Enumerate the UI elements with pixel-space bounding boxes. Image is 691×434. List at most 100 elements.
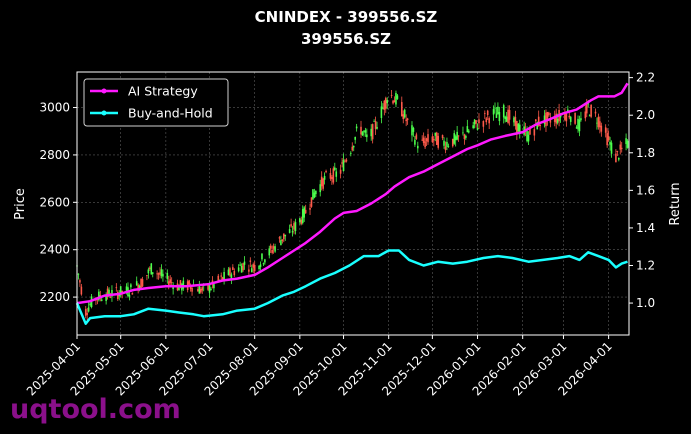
candle [329, 168, 332, 181]
candle [411, 121, 413, 142]
candle-body [269, 245, 272, 249]
candle-body [355, 126, 358, 129]
candle [332, 166, 335, 185]
candle [597, 113, 600, 130]
legend-marker-buy-and-hold [101, 110, 107, 116]
candle-body [319, 184, 322, 193]
candle-body [89, 303, 91, 306]
candle-body [232, 267, 234, 270]
candle-body [485, 118, 488, 123]
y-left-tick-label: 2200 [39, 290, 70, 304]
candle-body [345, 159, 348, 162]
candle-body [288, 229, 291, 233]
candle-body [315, 190, 317, 195]
candle [188, 279, 190, 286]
candle [210, 287, 212, 291]
candle [342, 153, 345, 172]
candle-body [201, 287, 204, 291]
candle [584, 104, 587, 122]
candle [86, 308, 88, 321]
candle [467, 128, 470, 134]
candle-body [156, 273, 158, 275]
candle [395, 90, 397, 108]
candle-body [366, 134, 368, 138]
candle-body [262, 263, 265, 265]
candle [157, 272, 160, 280]
candle [259, 261, 262, 271]
candle-body [149, 267, 151, 269]
candle-body [141, 279, 144, 287]
candle-body [294, 222, 297, 231]
candle-body [425, 138, 428, 141]
candle-body [451, 138, 454, 147]
candle [414, 135, 416, 147]
candle-body [208, 284, 211, 293]
candle [280, 235, 282, 246]
candle [303, 205, 306, 222]
candle-body [220, 275, 222, 277]
candle-body [332, 168, 335, 183]
candle-body [604, 127, 607, 133]
candle [616, 150, 619, 156]
candle [304, 204, 307, 214]
candle-body [555, 113, 557, 124]
candle-body [588, 115, 591, 117]
candle-body [568, 115, 571, 118]
candle-body [350, 152, 352, 154]
candle-body [341, 162, 343, 164]
candle-body [242, 263, 244, 271]
candle-body [548, 112, 550, 116]
candle-body [620, 147, 623, 150]
candle-body [536, 122, 539, 130]
candle-body [125, 286, 128, 292]
candle-body [494, 107, 496, 109]
candle [201, 285, 204, 294]
candle [463, 133, 466, 145]
candle [79, 278, 81, 287]
candle-body [386, 100, 389, 104]
candle-body [417, 145, 419, 149]
candle [564, 108, 566, 122]
candle [239, 261, 241, 267]
candle [299, 217, 301, 225]
candle [141, 276, 144, 288]
candle-body [534, 119, 537, 122]
candle-body [290, 224, 292, 227]
candle [475, 119, 477, 128]
candle [262, 262, 265, 267]
candle [472, 121, 474, 130]
candle-body [578, 119, 581, 132]
candle [213, 283, 215, 293]
candle [569, 115, 572, 126]
chart-title: CNINDEX - 399556.SZ [255, 8, 438, 26]
candle-body [414, 139, 416, 145]
candle [261, 253, 263, 262]
candle-body [128, 294, 131, 297]
y-left-tick-label: 2600 [39, 195, 70, 209]
candle-body [160, 269, 163, 277]
candle-body [283, 233, 285, 240]
candle [384, 96, 387, 113]
candle-body [600, 125, 603, 132]
candle [393, 96, 396, 103]
candle [497, 102, 499, 115]
candle [548, 111, 550, 117]
candle-body [482, 121, 485, 127]
candle-body [178, 286, 180, 291]
candle [574, 112, 576, 125]
candle-body [310, 197, 313, 207]
candle-body [309, 207, 311, 210]
candle [619, 140, 622, 155]
candle-body [585, 103, 588, 114]
candle [424, 135, 426, 150]
candle [405, 114, 407, 127]
candle [498, 106, 501, 126]
candle-body [264, 259, 266, 263]
candle [354, 136, 356, 144]
candle [191, 287, 193, 296]
candle [396, 94, 399, 100]
candle [596, 117, 598, 130]
candle-body [322, 178, 324, 189]
candle-body [325, 171, 327, 173]
